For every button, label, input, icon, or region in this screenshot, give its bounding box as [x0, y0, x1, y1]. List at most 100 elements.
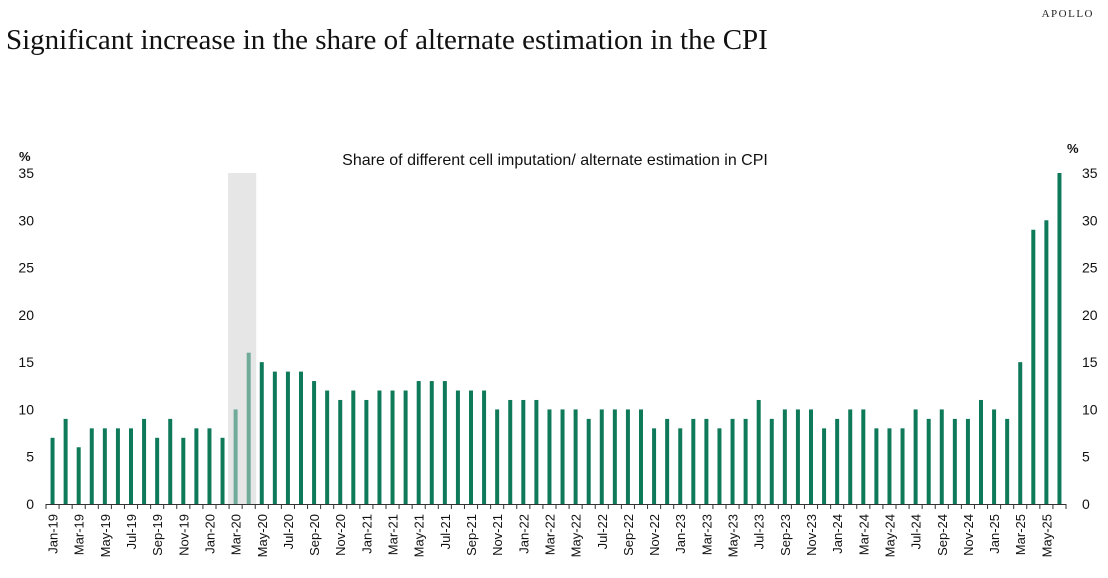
bar	[795, 409, 800, 504]
x-tick-label: Sep-24	[935, 514, 950, 556]
y-tick-label-left: 15	[18, 354, 34, 370]
bar	[769, 418, 774, 504]
bar	[874, 428, 879, 504]
bar	[246, 352, 251, 504]
x-tick-label: Jan-23	[673, 514, 688, 554]
bar	[782, 409, 787, 504]
bar	[534, 399, 539, 504]
bar	[835, 418, 840, 504]
bar	[678, 428, 683, 504]
y-tick-label-left: 30	[18, 212, 34, 228]
bar	[979, 399, 983, 504]
bar	[50, 437, 55, 504]
bar	[913, 409, 918, 504]
y-tick-label-right: 30	[1082, 212, 1098, 228]
x-tick-label: Nov-23	[804, 514, 819, 556]
x-tick-label: Nov-22	[647, 514, 662, 556]
bar	[129, 428, 133, 504]
bar	[508, 399, 513, 504]
bar	[63, 418, 68, 504]
y-tick-label-left: 5	[26, 449, 34, 465]
x-tick-label: Nov-19	[176, 514, 191, 556]
bar	[429, 381, 434, 504]
bar	[312, 381, 317, 504]
bar	[285, 371, 290, 504]
bar	[665, 418, 670, 504]
x-tick-label: Sep-19	[150, 514, 165, 556]
x-tick-label: May-22	[569, 514, 584, 557]
bar	[717, 428, 722, 504]
bar	[639, 409, 643, 504]
bar	[194, 428, 199, 504]
bar	[652, 428, 657, 504]
x-tick-label: Mar-19	[72, 514, 87, 555]
y-tick-label-left: 35	[18, 165, 34, 181]
right-axis-unit: %	[1067, 141, 1079, 156]
bar	[455, 390, 460, 504]
bar	[926, 418, 931, 504]
x-tick-label: Sep-23	[778, 514, 793, 556]
bar	[181, 437, 186, 504]
y-tick-label-left: 25	[18, 260, 34, 276]
bar	[521, 399, 526, 504]
bar	[586, 418, 591, 504]
x-tick-label: May-21	[412, 514, 427, 557]
bar	[259, 362, 264, 504]
x-tick-label: Nov-20	[333, 514, 348, 556]
bar	[377, 390, 382, 504]
x-tick-label: Mar-21	[386, 514, 401, 555]
bar	[756, 399, 761, 504]
x-tick-label: Sep-21	[464, 514, 479, 556]
x-tick-label: May-20	[255, 514, 270, 557]
x-tick-label: Mar-23	[699, 514, 714, 555]
x-tick-label: Mar-25	[1013, 514, 1028, 555]
y-tick-label-right: 0	[1082, 496, 1090, 512]
bar	[704, 418, 709, 504]
x-tick-label: Nov-21	[490, 514, 505, 556]
bar	[809, 409, 813, 504]
bar	[168, 418, 173, 504]
bar	[848, 409, 853, 504]
x-tick-label: Jan-19	[46, 514, 61, 554]
y-tick-label-right: 25	[1082, 260, 1098, 276]
bar	[1018, 362, 1023, 504]
bar	[560, 409, 565, 504]
bar	[442, 381, 447, 504]
bar	[1044, 220, 1049, 505]
y-tick-label-right: 35	[1082, 165, 1098, 181]
y-tick-label-right: 5	[1082, 449, 1090, 465]
bar	[573, 409, 578, 504]
x-tick-label: May-23	[726, 514, 741, 557]
bar	[233, 409, 238, 504]
y-tick-label-left: 10	[18, 401, 34, 417]
x-tick-label: Jul-21	[438, 514, 453, 549]
x-tick-label: Nov-24	[961, 514, 976, 556]
x-tick-label: Sep-20	[307, 514, 322, 556]
bar	[952, 418, 957, 504]
bar	[325, 390, 330, 504]
y-tick-label-left: 20	[18, 307, 34, 323]
bar	[939, 409, 944, 504]
x-tick-label: Sep-22	[621, 514, 636, 556]
bar	[861, 409, 866, 504]
x-tick-label: Jan-20	[202, 514, 217, 554]
page-title: Significant increase in the share of alt…	[6, 24, 768, 56]
bar	[1031, 229, 1036, 504]
bar	[364, 399, 369, 504]
bar	[469, 390, 473, 504]
x-tick-label: Jul-24	[909, 514, 924, 549]
bar	[102, 428, 107, 504]
bar	[142, 418, 147, 504]
x-tick-label: Jul-20	[281, 514, 296, 549]
bar	[351, 390, 356, 504]
bar	[743, 418, 748, 504]
x-tick-label: Jan-25	[987, 514, 1002, 554]
x-tick-label: Mar-22	[542, 514, 557, 555]
bar	[625, 409, 630, 504]
y-tick-label-right: 20	[1082, 307, 1098, 323]
left-axis-unit: %	[19, 149, 31, 164]
bar	[691, 418, 696, 504]
bar	[1005, 418, 1010, 504]
x-tick-label: Mar-24	[856, 514, 871, 555]
